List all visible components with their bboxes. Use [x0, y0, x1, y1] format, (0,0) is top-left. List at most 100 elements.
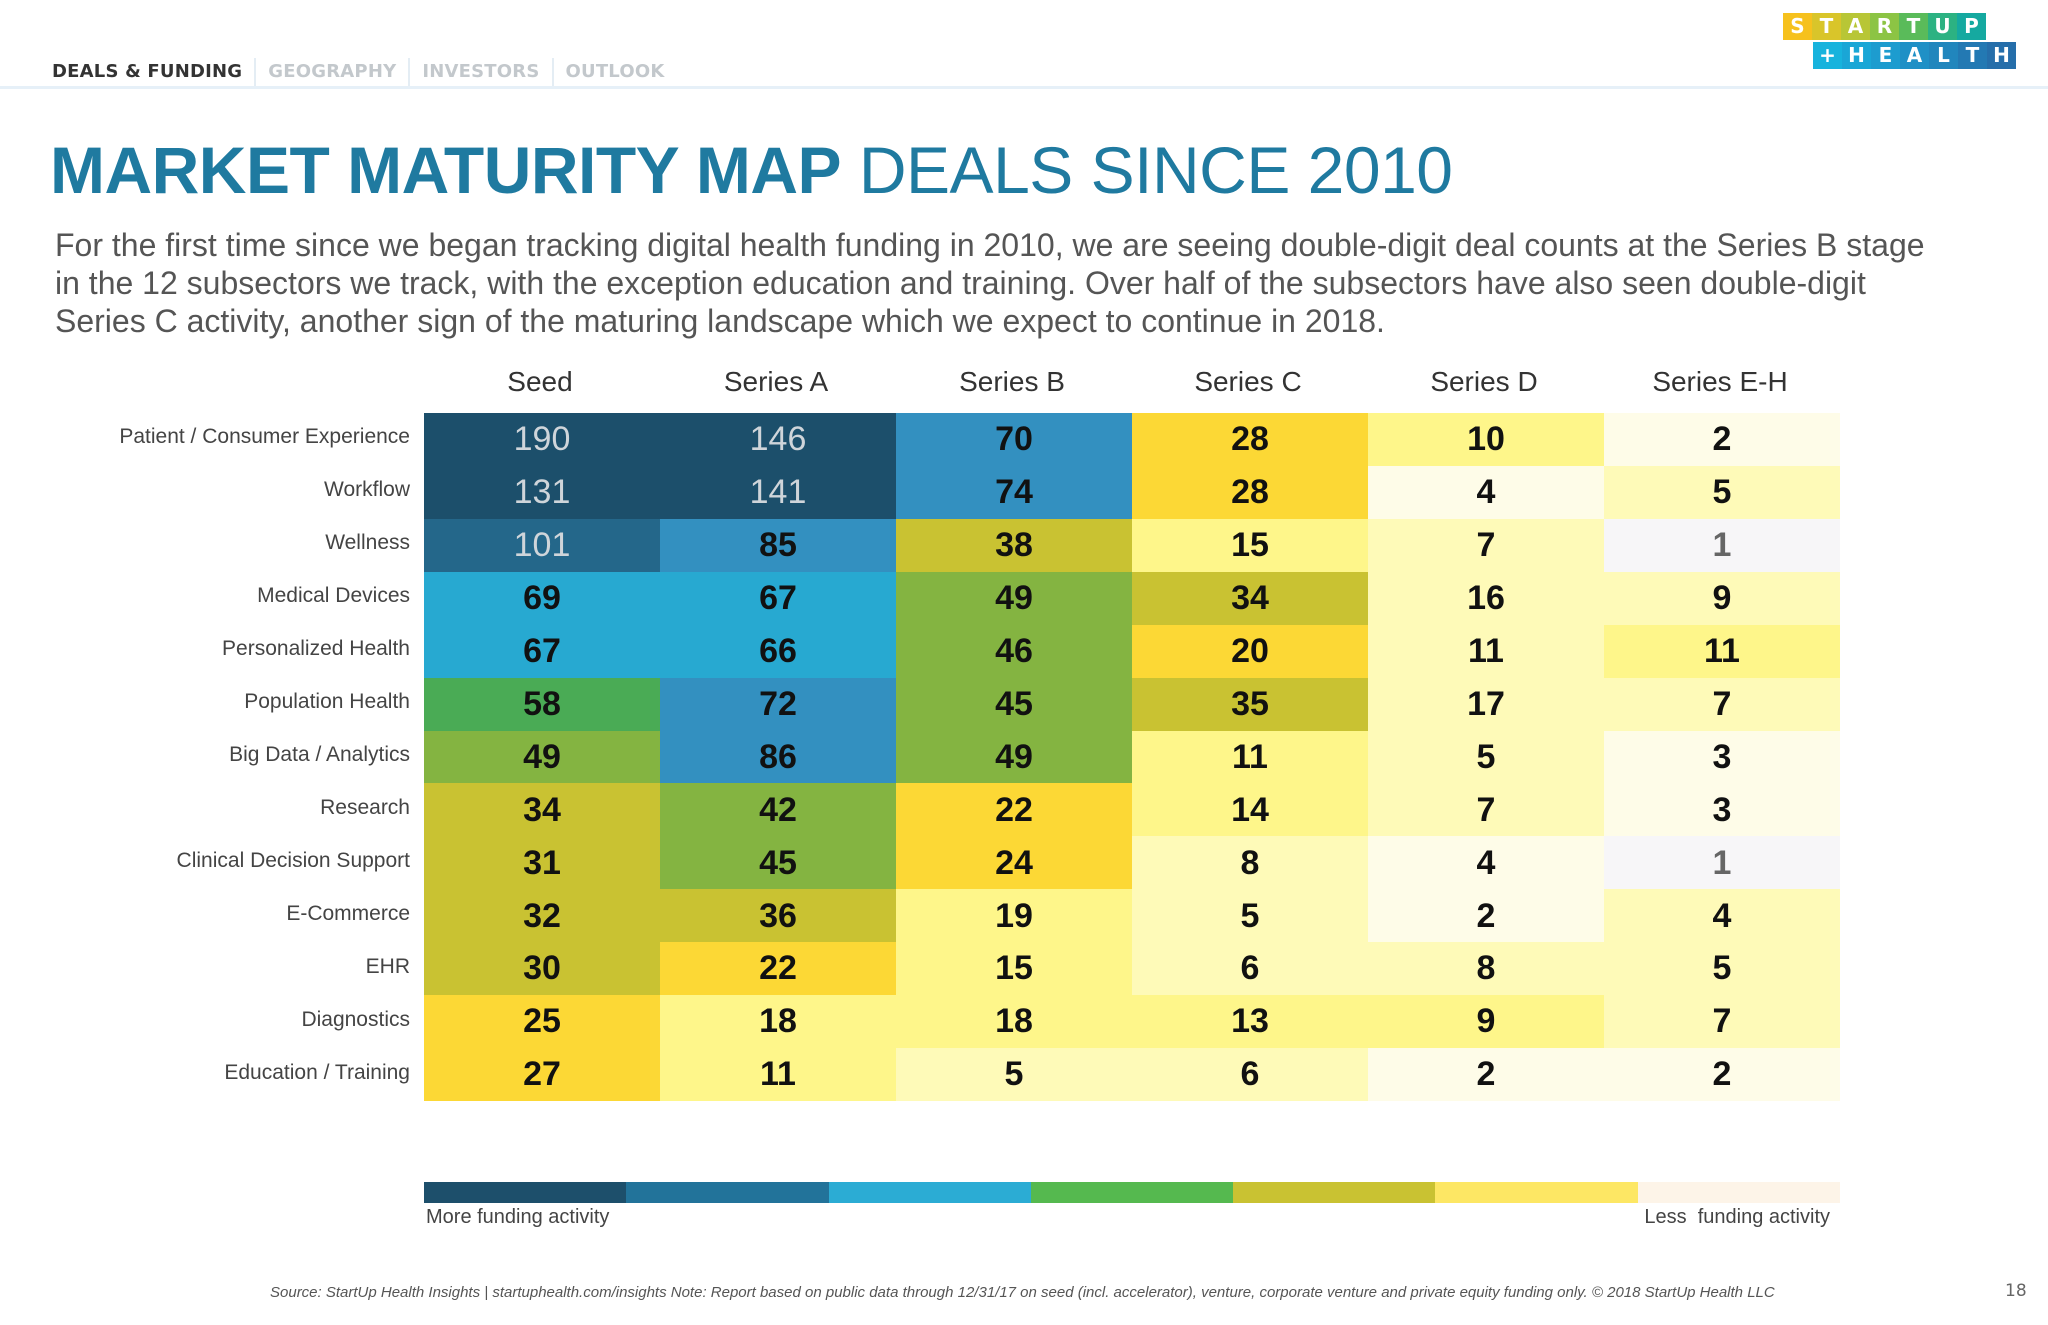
heatmap-cell: 32 [424, 889, 660, 943]
heatmap-cell: 35 [1132, 677, 1368, 732]
heatmap-cell: 2 [1604, 1048, 1840, 1102]
logo-letter: E [1871, 42, 1900, 69]
heatmap-cell: 7 [1368, 783, 1604, 837]
legend-swatch [626, 1182, 829, 1203]
legend-right-label: Less funding activity [1644, 1206, 1830, 1228]
column-header: Series C [1194, 366, 1302, 397]
heatmap-cell: 11 [1604, 624, 1840, 679]
heatmap-cell: 2 [1604, 413, 1840, 467]
heatmap-cell: 11 [1368, 624, 1604, 679]
legend-swatch [424, 1182, 627, 1203]
row-label: Personalized Health [222, 637, 410, 661]
heatmap-cell: 25 [424, 995, 660, 1049]
heatmap-cell: 22 [896, 783, 1132, 837]
heatmap-grid: 190 146 70 28 10 2 131 141 74 28 4 5 101 85 38 15 7 1 69 67… [424, 413, 1840, 1102]
heatmap-cell: 67 [424, 624, 660, 679]
row-label: Workflow [324, 478, 410, 502]
heatmap-cell: 45 [896, 677, 1132, 732]
logo-letter: T [1812, 13, 1841, 40]
logo-letter: P [1957, 13, 1986, 40]
heatmap-cell: 58 [424, 677, 660, 732]
heatmap-cell: 10 [1368, 413, 1604, 467]
heatmap-cell: 13 [1132, 995, 1368, 1049]
logo-letter: U [1928, 13, 1957, 40]
legend-swatch [1435, 1182, 1638, 1203]
heatmap-cell: 19 [896, 889, 1132, 943]
heatmap-cell: 34 [1132, 571, 1368, 626]
heatmap-cell: 49 [424, 730, 660, 784]
page-title: MARKET MATURITY MAP DEALS SINCE 2010 [50, 132, 1453, 208]
heatmap-cell: 1 [1604, 836, 1840, 890]
heatmap-cell: 15 [896, 942, 1132, 996]
heatmap-cell: 2 [1368, 889, 1604, 943]
column-header: Seed [507, 366, 573, 397]
heatmap-cell: 42 [660, 783, 896, 837]
legend-swatch [1637, 1182, 1840, 1203]
heatmap-cell: 7 [1604, 995, 1840, 1049]
column-header: Series B [959, 366, 1065, 397]
heatmap-cell: 3 [1604, 783, 1840, 837]
logo-letter: A [1841, 13, 1870, 40]
heatmap-cell: 18 [896, 995, 1132, 1049]
source-note: Source: StartUp Health Insights | startu… [270, 1284, 1775, 1301]
heatmap-cell: 70 [896, 413, 1132, 467]
heatmap-cell: 4 [1604, 889, 1840, 943]
heatmap-cell: 4 [1368, 465, 1604, 520]
tab-investors[interactable]: INVESTORS [410, 58, 554, 86]
heatmap-cell: 30 [424, 942, 660, 996]
heatmap-cell: 5 [896, 1048, 1132, 1102]
tab-geography[interactable]: GEOGRAPHY [256, 58, 411, 86]
heatmap-cell: 34 [424, 783, 660, 837]
heatmap-cell: 20 [1132, 624, 1368, 679]
heatmap-cell: 146 [660, 413, 896, 467]
heatmap-cell: 38 [896, 518, 1132, 573]
heatmap-cell: 49 [896, 730, 1132, 784]
row-label: E-Commerce [286, 901, 410, 925]
tab-outlook[interactable]: OUTLOOK [565, 61, 665, 82]
heatmap-cell: 15 [1132, 518, 1368, 573]
row-label: EHR [365, 954, 410, 978]
column-header: Series E-H [1652, 366, 1788, 397]
logo-letter: L [1929, 42, 1958, 69]
legend-swatch [1233, 1182, 1436, 1203]
heatmap-cell: 24 [896, 836, 1132, 890]
title-bold: MARKET MATURITY MAP [50, 133, 842, 207]
heatmap-cell: 66 [660, 624, 896, 679]
heatmap-cell: 9 [1604, 571, 1840, 626]
color-legend-bar [424, 1182, 1840, 1203]
heatmap-cell: 74 [896, 465, 1132, 520]
heatmap-cell: 7 [1368, 518, 1604, 573]
legend-swatch [828, 1182, 1031, 1203]
heatmap-cell: 27 [424, 1048, 660, 1102]
heatmap-cell: 5 [1132, 889, 1368, 943]
logo-letter: H [1842, 42, 1871, 69]
logo-letter: A [1900, 42, 1929, 69]
heatmap-cell: 49 [896, 571, 1132, 626]
logo-letter: T [1958, 42, 1987, 69]
legend-left-label: More funding activity [426, 1206, 610, 1228]
logo-letter: + [1813, 42, 1842, 69]
heatmap-cell: 18 [660, 995, 896, 1049]
heatmap-cell: 131 [424, 465, 660, 520]
heatmap-cell: 67 [660, 571, 896, 626]
heatmap-cell: 5 [1368, 730, 1604, 784]
heatmap-cell: 3 [1604, 730, 1840, 784]
heatmap-cell: 141 [660, 465, 896, 520]
heatmap-cell: 8 [1132, 836, 1368, 890]
heatmap-cell: 2 [1368, 1048, 1604, 1102]
logo-letter: R [1870, 13, 1899, 40]
row-label: Medical Devices [257, 584, 410, 608]
heatmap-cell: 69 [424, 571, 660, 626]
heatmap-cell: 14 [1132, 783, 1368, 837]
section-nav: DEALS & FUNDING GEOGRAPHY INVESTORS OUTL… [52, 58, 676, 86]
tab-deals-funding[interactable]: DEALS & FUNDING [52, 58, 257, 86]
heatmap-cell: 101 [424, 518, 660, 573]
row-label: Patient / Consumer Experience [119, 425, 410, 449]
heatmap-cell: 5 [1604, 942, 1840, 996]
heatmap-cell: 28 [1132, 413, 1368, 467]
row-label: Research [320, 795, 410, 819]
heatmap-cell: 45 [660, 836, 896, 890]
logo-letter: S [1783, 13, 1812, 40]
heatmap-cell: 31 [424, 836, 660, 890]
